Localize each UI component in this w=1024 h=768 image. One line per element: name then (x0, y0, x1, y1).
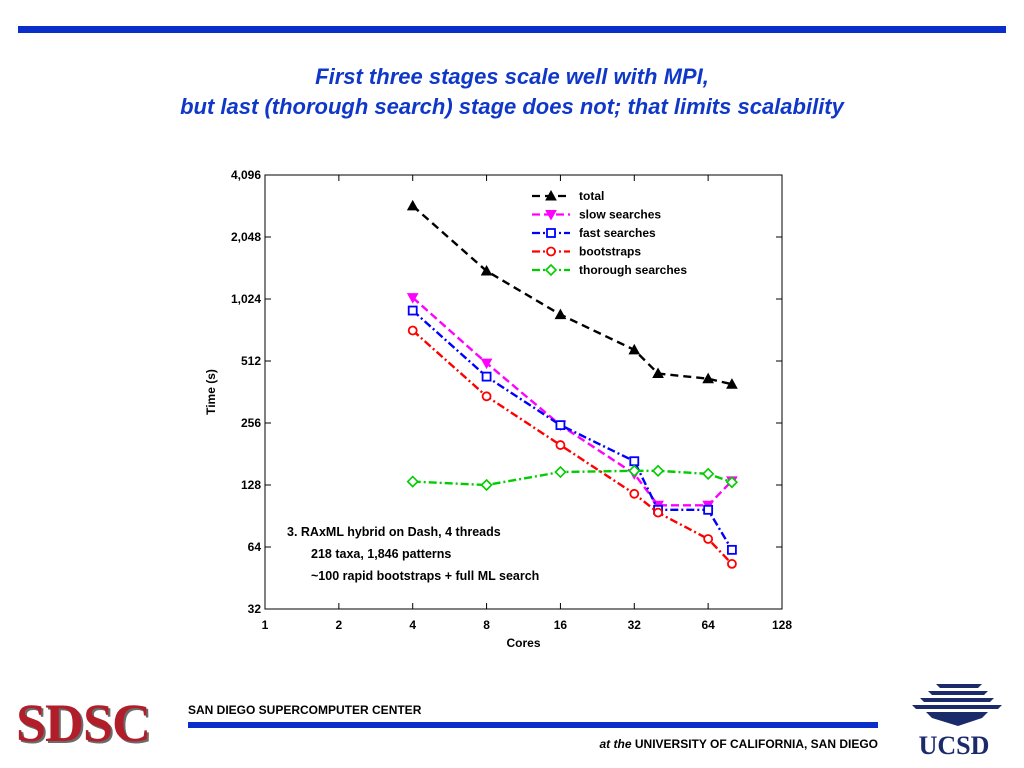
data-point-bootstraps (703, 534, 714, 544)
data-point-total (480, 264, 493, 276)
data-point-total (726, 378, 738, 389)
data-point-thorough-searches (702, 467, 715, 480)
legend-marker-slow-searches (545, 210, 557, 221)
x-tick-label: 32 (628, 618, 642, 632)
data-point-thorough-searches (725, 476, 739, 489)
data-point-total (652, 367, 664, 379)
legend-label-thorough-searches: thorough searches (579, 263, 687, 277)
series-line-thorough-searches (412, 469, 733, 487)
footer-accent-rule (188, 722, 878, 728)
annotation-line: 3. RAxML hybrid on Dash, 4 threads (287, 525, 501, 539)
series-thorough-searches (406, 464, 739, 492)
university-text: UNIVERSITY OF CALIFORNIA, SAN DIEGO (634, 737, 878, 751)
data-point-total (554, 308, 567, 320)
data-point-total (702, 372, 714, 384)
y-tick-label: 64 (248, 540, 262, 554)
data-point-bootstraps (407, 325, 418, 336)
plot-frame (264, 174, 783, 610)
data-point-bootstraps (653, 507, 663, 518)
series-line-slow-searches (411, 296, 733, 507)
data-point-bootstraps (555, 440, 566, 450)
x-tick-label: 64 (701, 618, 715, 632)
university-name: at the UNIVERSITY OF CALIFORNIA, SAN DIE… (600, 737, 879, 751)
ucsd-logo-text: UCSD (919, 731, 990, 760)
legend-label-bootstraps: bootstraps (579, 245, 641, 259)
y-tick-label: 512 (241, 354, 261, 368)
y-tick-label: 256 (241, 416, 261, 430)
data-point-bootstraps (481, 391, 492, 402)
x-tick-label: 16 (554, 618, 568, 632)
ucsd-emblem-icon (912, 684, 1002, 726)
data-point-total (406, 199, 419, 211)
x-tick-label: 2 (336, 618, 343, 632)
data-point-bootstraps (727, 558, 737, 569)
data-point-thorough-searches (480, 478, 493, 492)
ucsd-logo: UCSD (912, 684, 1002, 760)
legend-label-fast-searches: fast searches (579, 226, 656, 240)
x-tick-label: 1 (262, 618, 269, 632)
y-axis-label: Time (s) (204, 369, 218, 415)
annotation-line: ~100 rapid bootstraps + full ML search (311, 569, 539, 583)
legend-marker-bootstraps (546, 246, 556, 257)
legend-marker-fast-searches (546, 228, 556, 238)
data-point-thorough-searches (628, 464, 641, 477)
data-point-fast-searches (481, 371, 492, 382)
y-tick-label: 32 (248, 602, 262, 616)
x-tick-label: 8 (483, 618, 490, 632)
annotation-line: 218 taxa, 1,846 patterns (311, 547, 451, 561)
center-name: SAN DIEGO SUPERCOMPUTER CENTER (188, 703, 422, 717)
y-tick-label: 4,096 (231, 168, 261, 182)
data-point-bootstraps (629, 488, 640, 499)
data-point-fast-searches (703, 504, 714, 515)
x-tick-label: 4 (409, 618, 416, 632)
slide-title: First three stages scale well with MPI, … (0, 62, 1024, 122)
series-line-fast-searches (411, 309, 733, 551)
series-total (406, 199, 738, 389)
at-the-text: at the (599, 737, 632, 751)
y-tick-label: 128 (241, 478, 261, 492)
slide-title-line-1: First three stages scale well with MPI, (315, 64, 709, 89)
data-point-fast-searches (555, 420, 566, 431)
data-point-thorough-searches (554, 465, 567, 479)
data-point-slow-searches (480, 358, 493, 370)
series-line-total (411, 204, 733, 386)
data-point-thorough-searches (651, 464, 665, 477)
x-tick-label: 128 (772, 618, 792, 632)
series-fast-searches (407, 305, 737, 555)
sdsc-logo: SDSC (16, 693, 151, 753)
legend-label-total: total (579, 189, 604, 203)
series-slow-searches (406, 293, 738, 512)
data-point-fast-searches (407, 305, 418, 316)
data-point-fast-searches (629, 456, 640, 467)
legend-marker-total (545, 189, 557, 201)
series-bootstraps (407, 325, 737, 569)
slide-title-line-2: but last (thorough search) stage does no… (180, 94, 844, 119)
data-point-slow-searches (406, 293, 419, 304)
legend-label-slow-searches: slow searches (579, 208, 661, 222)
scaling-chart: 1 2 4 8 16 32 64 128 32 64 128 256 512 1,024 2,048 4,09… (204, 168, 792, 650)
y-tick-label: 1,024 (231, 292, 261, 306)
data-point-total (628, 343, 641, 355)
top-accent-rule (18, 26, 1006, 33)
data-point-thorough-searches (406, 475, 419, 488)
legend-marker-thorough-searches (544, 263, 558, 277)
y-tick-label: 2,048 (231, 230, 261, 244)
data-point-fast-searches (727, 544, 737, 555)
x-axis-label: Cores (506, 636, 540, 650)
